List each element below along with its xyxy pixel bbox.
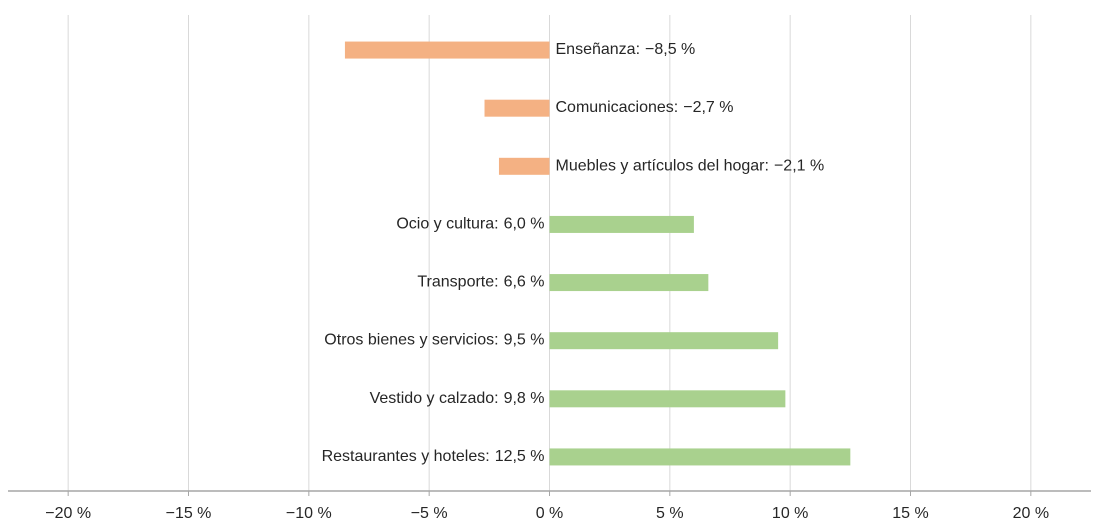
category-label: Transporte: <box>417 274 498 291</box>
x-tick-label: 0 % <box>536 505 564 522</box>
value-label: 6,0 % <box>504 216 545 233</box>
x-tick-label: −15 % <box>166 505 212 522</box>
bar <box>498 157 550 175</box>
bar-label: Vestido y calzado: 9,8 % <box>370 390 545 407</box>
value-label: −2,7 % <box>683 99 733 116</box>
value-label: 9,8 % <box>504 390 545 407</box>
value-label: −8,5 % <box>645 41 695 58</box>
x-tick-label: −5 % <box>411 505 448 522</box>
category-label: Vestido y calzado: <box>370 390 499 407</box>
value-label: −2,1 % <box>774 158 824 175</box>
category-label: Comunicaciones: <box>556 99 679 116</box>
bar <box>484 99 550 117</box>
x-tick-label: 5 % <box>656 505 684 522</box>
value-label: 6,6 % <box>504 274 545 291</box>
bar <box>549 215 694 233</box>
category-label: Muebles y artículos del hogar: <box>556 158 769 175</box>
bar-label: Comunicaciones: −2,7 % <box>556 99 734 116</box>
bar <box>549 390 786 408</box>
bar <box>549 332 779 350</box>
category-label: Ocio y cultura: <box>396 216 498 233</box>
x-tick-label: −10 % <box>286 505 332 522</box>
bar-label: Transporte: 6,6 % <box>417 274 544 291</box>
bar-label: Enseñanza: −8,5 % <box>556 41 696 58</box>
bar-label: Otros bienes y servicios: 9,5 % <box>324 332 544 349</box>
x-tick-label: 10 % <box>772 505 808 522</box>
category-label: Otros bienes y servicios: <box>324 332 498 349</box>
bar <box>549 274 709 292</box>
bar-label: Ocio y cultura: 6,0 % <box>396 216 544 233</box>
value-label: 9,5 % <box>504 332 545 349</box>
x-tick-label: 15 % <box>892 505 928 522</box>
bar <box>344 41 550 59</box>
category-label: Restaurantes y hoteles: <box>322 448 490 465</box>
x-tick-label: −20 % <box>45 505 91 522</box>
bar-label: Restaurantes y hoteles: 12,5 % <box>322 448 545 465</box>
bar-label: Muebles y artículos del hogar: −2,1 % <box>556 158 825 175</box>
x-tick-label: 20 % <box>1013 505 1049 522</box>
category-label: Enseñanza: <box>556 41 641 58</box>
bar <box>549 448 851 466</box>
value-label: 12,5 % <box>495 448 545 465</box>
